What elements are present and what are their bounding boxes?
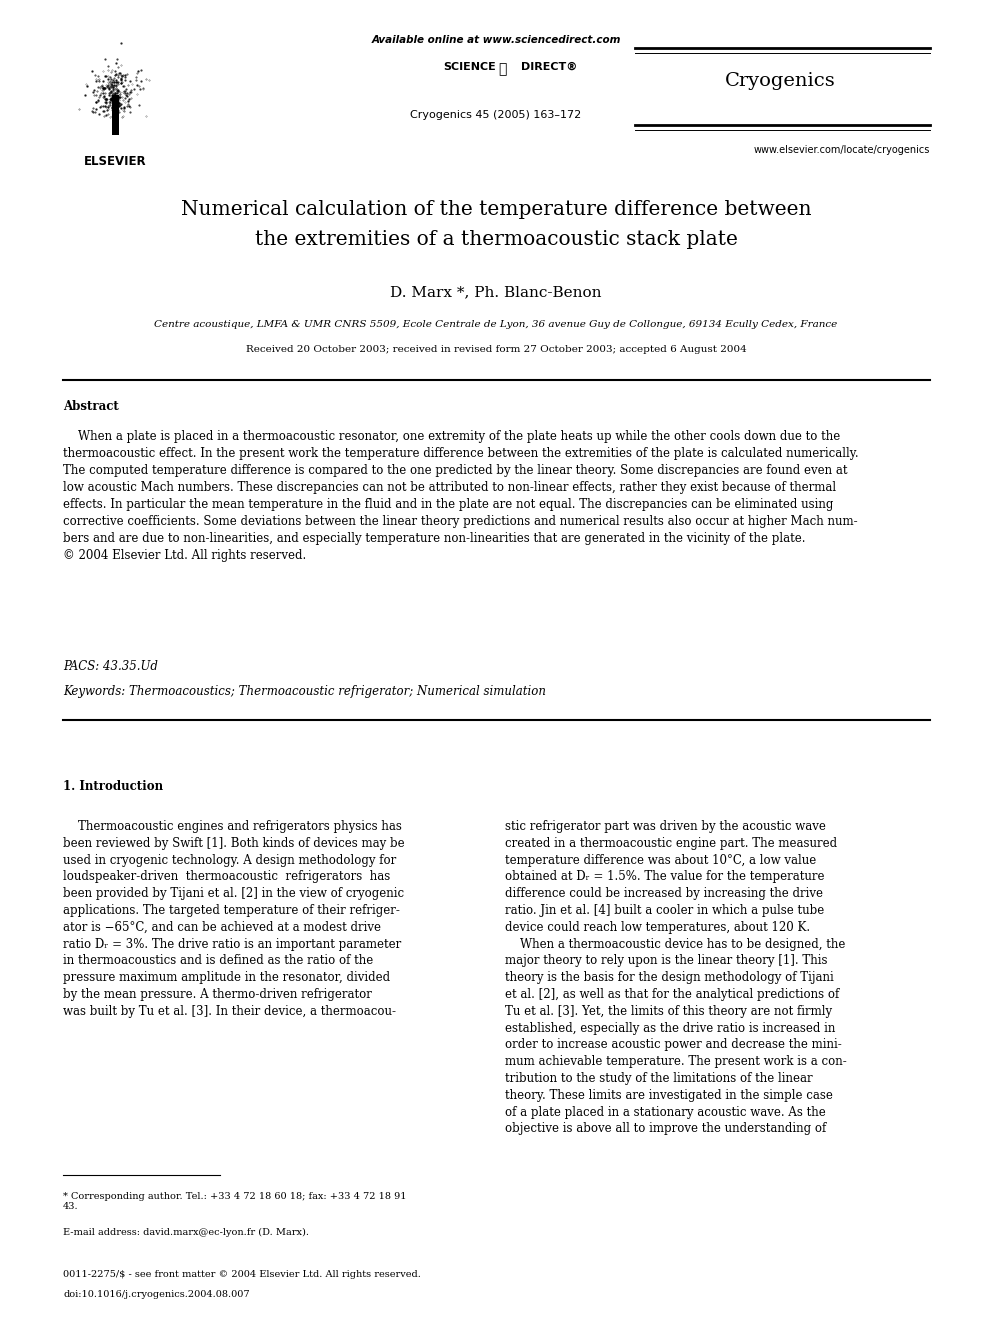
Text: Centre acoustique, LMFA & UMR CNRS 5509, Ecole Centrale de Lyon, 36 avenue Guy d: Centre acoustique, LMFA & UMR CNRS 5509,…: [155, 320, 837, 329]
Text: DIRECT®: DIRECT®: [521, 62, 577, 71]
Text: www.elsevier.com/locate/cryogenics: www.elsevier.com/locate/cryogenics: [754, 146, 930, 155]
Text: 0011-2275/$ - see front matter © 2004 Elsevier Ltd. All rights reserved.: 0011-2275/$ - see front matter © 2004 El…: [63, 1270, 421, 1279]
Text: stic refrigerator part was driven by the acoustic wave
created in a thermoacoust: stic refrigerator part was driven by the…: [505, 820, 847, 1135]
Text: 1. Introduction: 1. Introduction: [63, 781, 163, 792]
Text: ⓓ: ⓓ: [498, 62, 506, 75]
Text: Cryogenics 45 (2005) 163–172: Cryogenics 45 (2005) 163–172: [411, 110, 581, 120]
Text: the extremities of a thermoacoustic stack plate: the extremities of a thermoacoustic stac…: [255, 230, 737, 249]
Text: E-mail address: david.marx@ec-lyon.fr (D. Marx).: E-mail address: david.marx@ec-lyon.fr (D…: [63, 1228, 309, 1237]
Text: Available online at www.sciencedirect.com: Available online at www.sciencedirect.co…: [371, 34, 621, 45]
Text: ELSEVIER: ELSEVIER: [83, 155, 146, 168]
Text: When a plate is placed in a thermoacoustic resonator, one extremity of the plate: When a plate is placed in a thermoacoust…: [63, 430, 859, 562]
Text: SCIENCE: SCIENCE: [443, 62, 496, 71]
Text: Numerical calculation of the temperature difference between: Numerical calculation of the temperature…: [181, 200, 811, 220]
Text: Cryogenics: Cryogenics: [724, 71, 835, 90]
Text: Received 20 October 2003; received in revised form 27 October 2003; accepted 6 A: Received 20 October 2003; received in re…: [246, 345, 746, 355]
Bar: [111, 95, 118, 135]
Text: Keywords: Thermoacoustics; Thermoacoustic refrigerator; Numerical simulation: Keywords: Thermoacoustics; Thermoacousti…: [63, 685, 546, 699]
Text: doi:10.1016/j.cryogenics.2004.08.007: doi:10.1016/j.cryogenics.2004.08.007: [63, 1290, 250, 1299]
Text: * Corresponding author. Tel.: +33 4 72 18 60 18; fax: +33 4 72 18 91
43.: * Corresponding author. Tel.: +33 4 72 1…: [63, 1192, 407, 1212]
Text: PACS: 43.35.Ud: PACS: 43.35.Ud: [63, 660, 158, 673]
Text: Thermoacoustic engines and refrigerators physics has
been reviewed by Swift [1].: Thermoacoustic engines and refrigerators…: [63, 820, 405, 1017]
Text: Abstract: Abstract: [63, 400, 119, 413]
Text: D. Marx *, Ph. Blanc-Benon: D. Marx *, Ph. Blanc-Benon: [390, 284, 602, 299]
